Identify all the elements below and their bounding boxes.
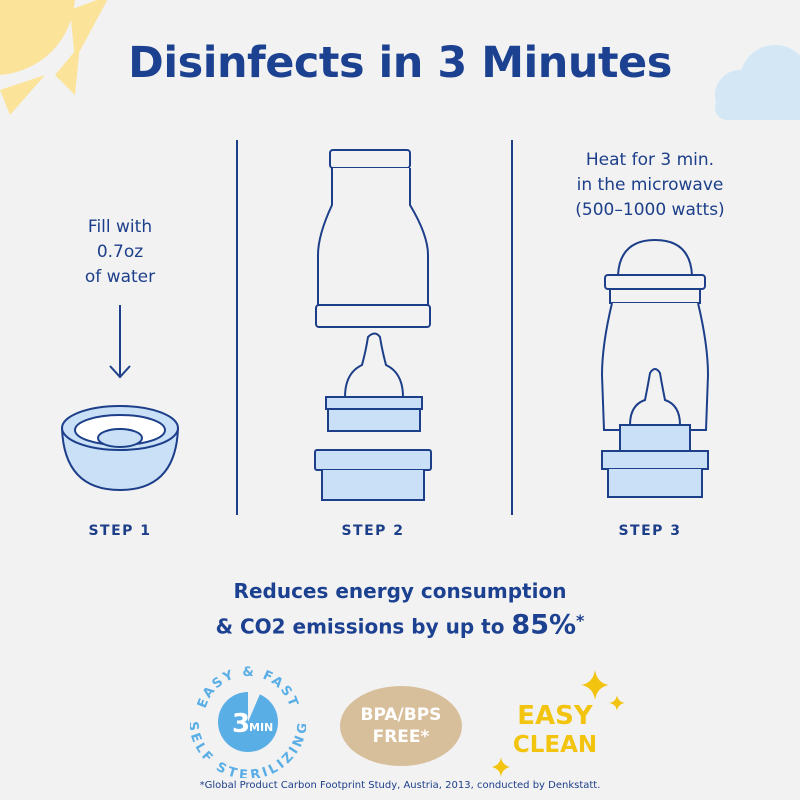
claim-line1: Reduces energy consumption bbox=[233, 579, 567, 603]
cloud-icon bbox=[715, 45, 800, 120]
step1-label: STEP 1 bbox=[88, 523, 152, 539]
sun-icon bbox=[0, 0, 108, 115]
arrow-down-icon bbox=[109, 305, 131, 379]
instruction-line: (500–1000 watts) bbox=[575, 200, 725, 220]
clean-line: CLEAN bbox=[512, 732, 598, 758]
instruction-line: Heat for 3 min. bbox=[585, 150, 715, 170]
instruction-line: of water bbox=[84, 267, 156, 287]
decor-svg bbox=[0, 0, 800, 120]
timer-pie-icon bbox=[218, 690, 278, 752]
step2-label: STEP 2 bbox=[341, 523, 405, 539]
instruction-line: 0.7oz bbox=[96, 242, 144, 262]
sparkle-icon bbox=[609, 695, 625, 711]
claim-line2: & CO2 emissions by up to bbox=[215, 614, 505, 639]
page-title: Disinfects in 3 Minutes bbox=[128, 38, 672, 88]
instruction-line: in the microwave bbox=[576, 175, 724, 195]
easy-line: EASY bbox=[517, 701, 593, 731]
instruction-line: Fill with bbox=[87, 217, 153, 237]
footnote-mark: * bbox=[576, 611, 585, 630]
step3-instruction: Heat for 3 min. in the microwave (500–10… bbox=[560, 148, 740, 223]
divider bbox=[511, 140, 513, 515]
step3-illustration bbox=[600, 238, 710, 498]
timer-number: 3 bbox=[232, 709, 250, 739]
claim-value: 85% bbox=[511, 609, 577, 641]
divider bbox=[236, 140, 238, 515]
sparkle-icon bbox=[492, 757, 510, 777]
base-container-icon bbox=[314, 449, 432, 501]
bpa-line2: FREE* bbox=[372, 727, 430, 747]
bottle-sleeve-icon bbox=[315, 149, 431, 328]
assembled-bottle-icon bbox=[600, 238, 710, 498]
step1-instruction: Fill with 0.7oz of water bbox=[60, 215, 180, 290]
step3-label: STEP 3 bbox=[618, 523, 682, 539]
easy-clean-badge: EASY CLEAN bbox=[510, 702, 600, 760]
step2-illustration bbox=[314, 149, 432, 501]
nipple-icon bbox=[325, 332, 423, 432]
timer-unit: MIN bbox=[249, 721, 273, 734]
steam-bowl-icon bbox=[60, 405, 180, 492]
sparkle-icon bbox=[581, 670, 609, 700]
timer-badge: EASY & FAST SELF STERILIZING 3 MIN bbox=[190, 665, 306, 778]
energy-claim: Reduces energy consumption & CO2 emissio… bbox=[0, 576, 800, 642]
bpa-line1: BPA/BPS bbox=[360, 705, 442, 725]
bpa-free-badge: BPA/BPS FREE* bbox=[340, 686, 462, 766]
sparkle-icons bbox=[492, 670, 625, 777]
step1-illustration bbox=[60, 305, 180, 492]
footnote: *Global Product Carbon Footprint Study, … bbox=[199, 780, 601, 791]
